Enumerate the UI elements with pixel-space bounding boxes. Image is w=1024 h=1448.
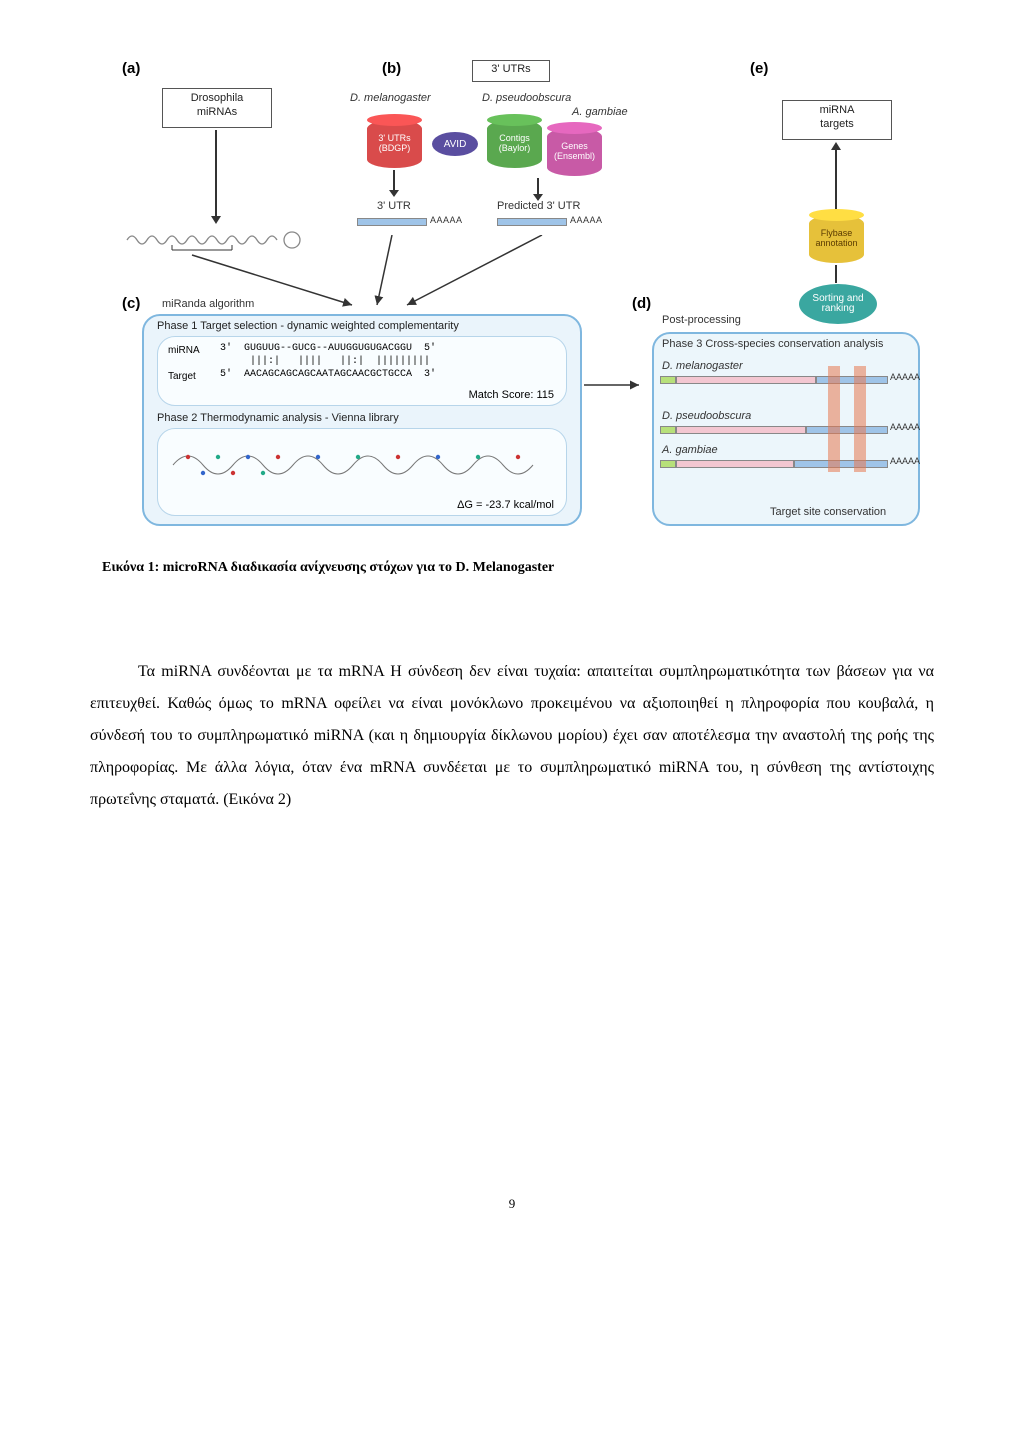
panel-label-d: (d) (632, 295, 651, 312)
arrow-c-to-d (584, 370, 649, 400)
panel-label-b: (b) (382, 60, 401, 77)
label-match-score: Match Score: 115 (469, 389, 554, 401)
box-drosophila-line2: miRNAs (167, 105, 267, 119)
bar-gam-1 (660, 460, 676, 468)
seq-align: |||:| |||| ||:| ||||||||| (220, 356, 430, 367)
cylinder-flybase: Flybase annotation (809, 215, 864, 263)
bar-gam-2 (676, 460, 794, 468)
cyl-pink-line2: (Ensembl) (554, 152, 595, 162)
bar-gam-3 (794, 460, 888, 468)
label-d-pseudoobscura: D. pseudoobscura (482, 92, 571, 104)
label-pred-3utr: Predicted 3' UTR (497, 200, 580, 212)
tail-pse: AAAAA (890, 422, 920, 432)
arrow-a-head (211, 216, 221, 224)
arrow-a-stem (215, 130, 217, 218)
box-mirna-targets-line1: miRNA (787, 103, 887, 117)
label-dg: ΔG = -23.7 kcal/mol (457, 499, 554, 511)
panel-c-phase1-box: miRNA Target 3' GUGUUG--GUCG--AUUGGUGUGA… (157, 336, 567, 406)
arrow-e-mid (835, 265, 837, 283)
arrow-b1-head (389, 190, 399, 197)
figure-caption: Εικόνα 1: microRNA διαδικασία ανίχνευσης… (102, 560, 922, 576)
tail-right: AAAAA (570, 215, 603, 225)
box-drosophila-mirnas: Drosophila miRNAs (162, 88, 272, 128)
seq-target: 5' AACAGCAGCAGCAATAGCAACGCTGCCA 3' (220, 369, 436, 380)
label-d-melanogaster: D. melanogaster (350, 92, 431, 104)
page-number: 9 (90, 1196, 934, 1212)
bar-mel-1 (660, 376, 676, 384)
tail-gam: AAAAA (890, 456, 920, 466)
figure-1: (a) (b) (e) (c) (d) 3' UTRs Drosophila m… (102, 60, 922, 550)
label-target: Target (168, 371, 196, 382)
bar-mel-3 (816, 376, 888, 384)
label-d-pse-bar: D. pseudoobscura (662, 410, 751, 422)
cylinder-bdgp: 3' UTRs (BDGP) (367, 120, 422, 168)
arrow-e-up-stem (835, 148, 837, 213)
flybase-line2: annotation (815, 239, 857, 249)
label-target-conservation: Target site conservation (770, 506, 886, 518)
sorting-line2: ranking (822, 304, 855, 315)
label-mirna: miRNA (168, 345, 200, 356)
label-a-gambiae: A. gambiae (572, 106, 628, 118)
arrow-b1-stem (393, 170, 395, 192)
label-phase3: Phase 3 Cross-species conservation analy… (662, 338, 883, 350)
bar-pse-1 (660, 426, 676, 434)
label-phase2: Phase 2 Thermodynamic analysis - Vienna … (157, 412, 399, 424)
label-phase1: Phase 1 Target selection - dynamic weigh… (157, 320, 459, 332)
conserve-band-1 (828, 366, 840, 472)
bar-mel-2 (676, 376, 816, 384)
cyl-green-line2: (Baylor) (499, 144, 531, 154)
bar-utr-left (357, 218, 427, 226)
bar-pse-3 (806, 426, 888, 434)
bar-pse-2 (676, 426, 806, 434)
box-mirna-targets-line2: targets (787, 117, 887, 131)
panel-label-a: (a) (122, 60, 140, 77)
figure-container: (a) (b) (e) (c) (d) 3' UTRs Drosophila m… (102, 60, 922, 576)
tail-left: AAAAA (430, 215, 463, 225)
panel-label-c: (c) (122, 295, 140, 312)
bar-utr-right (497, 218, 567, 226)
seq-mirna: 3' GUGUUG--GUCG--AUUGGUGUGACGGU 5' (220, 343, 436, 354)
conserve-band-2 (854, 366, 866, 472)
panel-label-e: (e) (750, 60, 768, 77)
box-3utrs: 3' UTRs (472, 60, 550, 82)
body-paragraph: Τα miRNA συνδέονται με τα mRNA Η σύνδεση… (90, 656, 934, 816)
cyl-red-line2: (BDGP) (378, 144, 410, 154)
cylinder-baylor: Contigs (Baylor) (487, 120, 542, 168)
label-miranda: miRanda algorithm (162, 298, 254, 310)
label-a-gam-bar: A. gambiae (662, 444, 718, 456)
box-drosophila-line1: Drosophila (167, 91, 267, 105)
oval-avid: AVID (432, 132, 478, 156)
tail-mel: AAAAA (890, 372, 920, 382)
rna-structure-icon (158, 435, 568, 495)
cylinder-ensembl: Genes (Ensembl) (547, 128, 602, 176)
panel-c-phase2-box: ΔG = -23.7 kcal/mol (157, 428, 567, 516)
label-post-processing: Post-processing (662, 314, 741, 326)
label-3utr-left: 3' UTR (377, 200, 411, 212)
label-d-mel-bar: D. melanogaster (662, 360, 743, 372)
oval-sorting: Sorting and ranking (799, 284, 877, 324)
box-mirna-targets: miRNA targets (782, 100, 892, 140)
arrow-e-up-head (831, 142, 841, 150)
